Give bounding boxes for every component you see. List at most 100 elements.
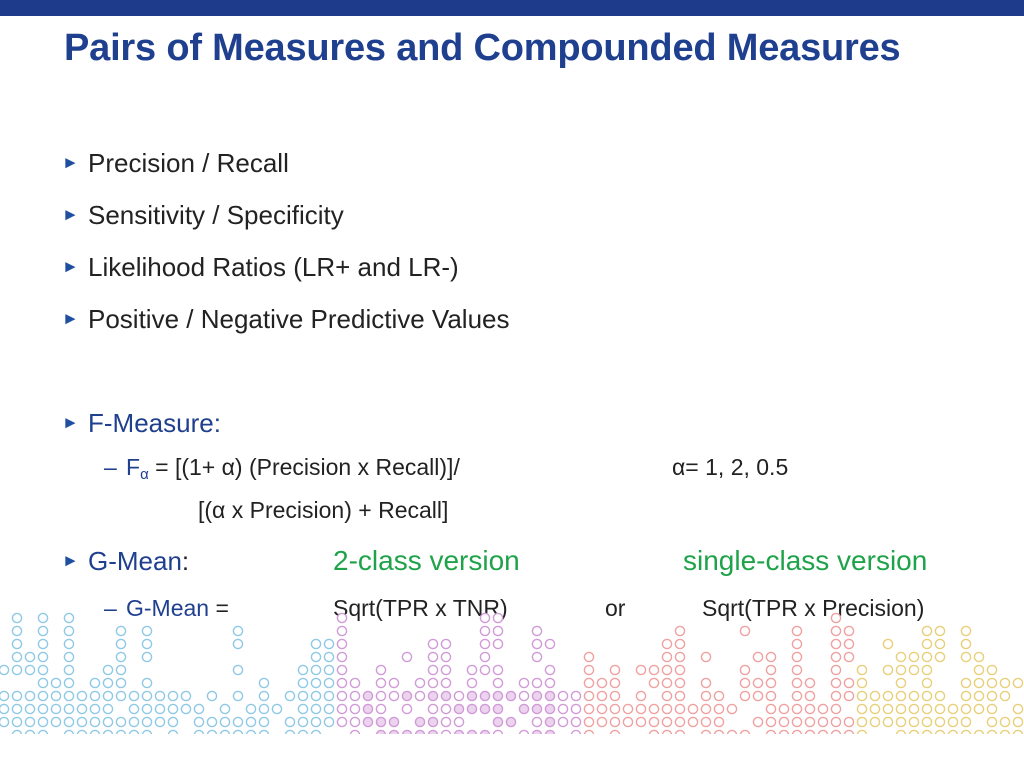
decorative-dot [934,703,946,715]
decorative-dot [934,638,946,650]
decorative-dot [752,716,764,728]
decorative-dot [0,703,10,715]
decorative-dot [63,651,75,663]
decorative-dot [466,690,478,702]
decorative-dot [336,625,348,637]
decorative-dot [908,716,920,728]
decorative-dot [141,716,153,728]
decorative-dot [596,703,608,715]
decorative-dot [440,677,452,689]
decorative-dot [297,664,309,676]
decorative-dot [544,690,556,702]
decorative-dot [934,651,946,663]
decorative-dot [544,677,556,689]
gmean-sub-label: G-Mean = [126,595,229,621]
decorative-dot [323,703,335,715]
decorative-dot [63,716,75,728]
decorative-dot [661,716,673,728]
decorative-dot [960,690,972,702]
decorative-dot [37,677,49,689]
decorative-dot [895,703,907,715]
decorative-dot [765,664,777,676]
decorative-dot [115,677,127,689]
decorative-dot [63,703,75,715]
decorative-dot [804,677,816,689]
decorative-dot [310,716,322,728]
alpha-values: α= 1, 2, 0.5 [672,454,789,480]
decorative-dot [596,716,608,728]
decorative-dot [37,703,49,715]
decorative-dot [869,703,881,715]
decorative-dot [479,625,491,637]
page-number: 17 [990,741,1004,755]
decorative-dot [531,625,543,637]
decorative-dot [739,677,751,689]
decorative-dot [154,716,166,728]
decorative-dot [570,716,582,728]
decorative-dot [375,716,387,728]
decorative-dot [869,690,881,702]
decorative-dot [375,703,387,715]
fmeasure-label: F-Measure: [88,408,221,438]
decorative-dot [726,703,738,715]
decorative-dot [11,625,23,637]
decorative-dot [765,690,777,702]
decorative-dot [544,664,556,676]
decorative-dot [349,677,361,689]
decorative-dot [713,716,725,728]
decorative-dot [531,651,543,663]
decorative-dot [323,690,335,702]
decorative-dot [739,690,751,702]
decorative-dot [492,716,504,728]
decorative-dot [232,625,244,637]
decorative-dot [453,690,465,702]
decorative-dot [232,716,244,728]
decorative-dot [739,625,751,637]
decorative-dot [674,664,686,676]
decorative-dot [544,638,556,650]
decorative-dot [700,690,712,702]
sub-dash: – [104,595,117,621]
decorative-dot [622,703,634,715]
decorative-dot [115,716,127,728]
decorative-dot [323,651,335,663]
decorative-dot [791,638,803,650]
decorative-dot [947,716,959,728]
decorative-dot [336,716,348,728]
decorative-dot [258,703,270,715]
decorative-dot [479,651,491,663]
decorative-dot [661,677,673,689]
decorative-dot [297,677,309,689]
decorative-dot [440,690,452,702]
decorative-dot [674,716,686,728]
decorative-dot [180,690,192,702]
decorative-dot [765,651,777,663]
decorative-dot [843,677,855,689]
decorative-dot [609,703,621,715]
decorative-dot [336,612,348,624]
decorative-dot [102,690,114,702]
decorative-dot [258,690,270,702]
decorative-dot [1012,703,1024,715]
decorative-dot [635,716,647,728]
decorative-dot [986,716,998,728]
decorative-dot [414,716,426,728]
decorative-dot [830,625,842,637]
decorative-dot [882,638,894,650]
decorative-dot [336,664,348,676]
decorative-dot [466,677,478,689]
decorative-dot [661,690,673,702]
decorative-dot [986,664,998,676]
decorative-dot [960,716,972,728]
decorative-dot [609,664,621,676]
triangle-bullet-icon: ► [62,153,79,172]
decorative-dot [921,625,933,637]
triangle-bullet-icon: ► [62,257,79,276]
decorative-dot [362,690,374,702]
decorative-dot [973,677,985,689]
decorative-dot [362,703,374,715]
decorative-dot [0,716,10,728]
decorative-dot [570,690,582,702]
decorative-dot [24,664,36,676]
triangle-bullet-icon: ► [62,309,79,328]
